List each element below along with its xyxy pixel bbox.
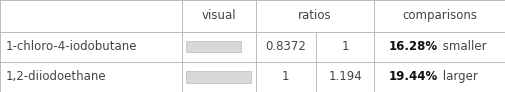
Text: larger: larger <box>438 70 477 83</box>
Text: 1-chloro-4-iodobutane: 1-chloro-4-iodobutane <box>6 40 137 53</box>
Text: 19.44%: 19.44% <box>388 70 437 83</box>
FancyBboxPatch shape <box>186 41 240 53</box>
FancyBboxPatch shape <box>186 71 251 83</box>
Text: 16.28%: 16.28% <box>388 40 437 53</box>
Text: 1,2-diiodoethane: 1,2-diiodoethane <box>6 70 107 83</box>
Text: ratios: ratios <box>297 9 331 22</box>
Text: comparisons: comparisons <box>402 9 477 22</box>
Text: visual: visual <box>201 9 236 22</box>
Text: 1.194: 1.194 <box>328 70 362 83</box>
Text: 0.8372: 0.8372 <box>265 40 306 53</box>
Text: 1: 1 <box>341 40 348 53</box>
Text: smaller: smaller <box>438 40 485 53</box>
Text: 1: 1 <box>282 70 289 83</box>
